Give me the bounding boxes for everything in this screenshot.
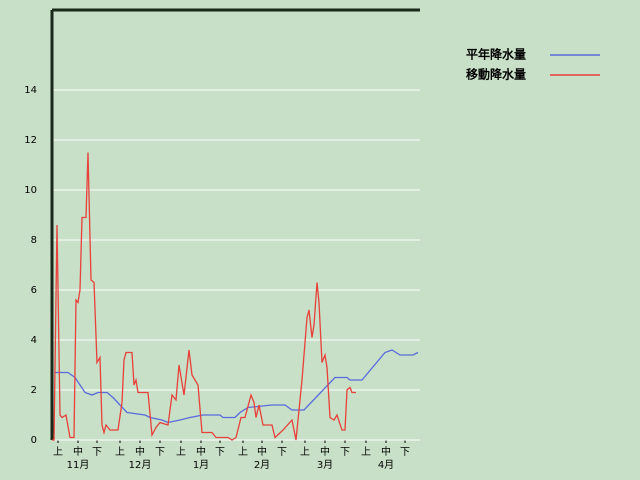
x-tick-label: 下 bbox=[277, 447, 287, 458]
x-tick-label: 中 bbox=[135, 445, 145, 458]
x-tick-label: 中 bbox=[381, 445, 391, 458]
x-tick-label: 上 bbox=[115, 446, 125, 458]
month-label: 2月 bbox=[254, 459, 270, 471]
x-tick-label: 下 bbox=[155, 447, 165, 458]
y-tick-label: 14 bbox=[24, 85, 37, 96]
y-tick-label: 2 bbox=[31, 385, 37, 396]
x-tick-label: 下 bbox=[92, 447, 102, 458]
legend-label: 平年降水量 bbox=[466, 47, 526, 62]
x-tick-label: 上 bbox=[53, 446, 63, 458]
x-tick-label: 上 bbox=[176, 446, 186, 458]
legend-label: 移動降水量 bbox=[466, 67, 526, 82]
month-label: 3月 bbox=[317, 459, 333, 471]
month-label: 1月 bbox=[193, 459, 209, 471]
x-tick-label: 下 bbox=[215, 447, 225, 458]
series-line bbox=[55, 349, 419, 424]
month-label: 4月 bbox=[378, 459, 394, 471]
x-tick-label: 上 bbox=[300, 446, 310, 458]
x-tick-label: 中 bbox=[73, 445, 83, 458]
y-tick-label: 4 bbox=[31, 335, 37, 346]
x-tick-label: 中 bbox=[196, 445, 206, 458]
x-tick-label: 下 bbox=[340, 447, 350, 458]
x-tick-label: 上 bbox=[361, 446, 371, 458]
x-tick-label: 下 bbox=[400, 447, 410, 458]
y-tick-label: 0 bbox=[31, 435, 37, 446]
y-tick-label: 12 bbox=[24, 135, 37, 146]
month-label: 11月 bbox=[67, 459, 90, 471]
x-tick-label: 中 bbox=[257, 445, 267, 458]
y-tick-label: 6 bbox=[31, 285, 37, 296]
y-tick-label: 10 bbox=[24, 185, 37, 196]
series-line bbox=[52, 152, 356, 441]
x-tick-label: 上 bbox=[238, 446, 248, 458]
y-tick-label: 8 bbox=[31, 235, 37, 246]
month-label: 12月 bbox=[129, 459, 152, 471]
x-tick-label: 中 bbox=[320, 445, 330, 458]
